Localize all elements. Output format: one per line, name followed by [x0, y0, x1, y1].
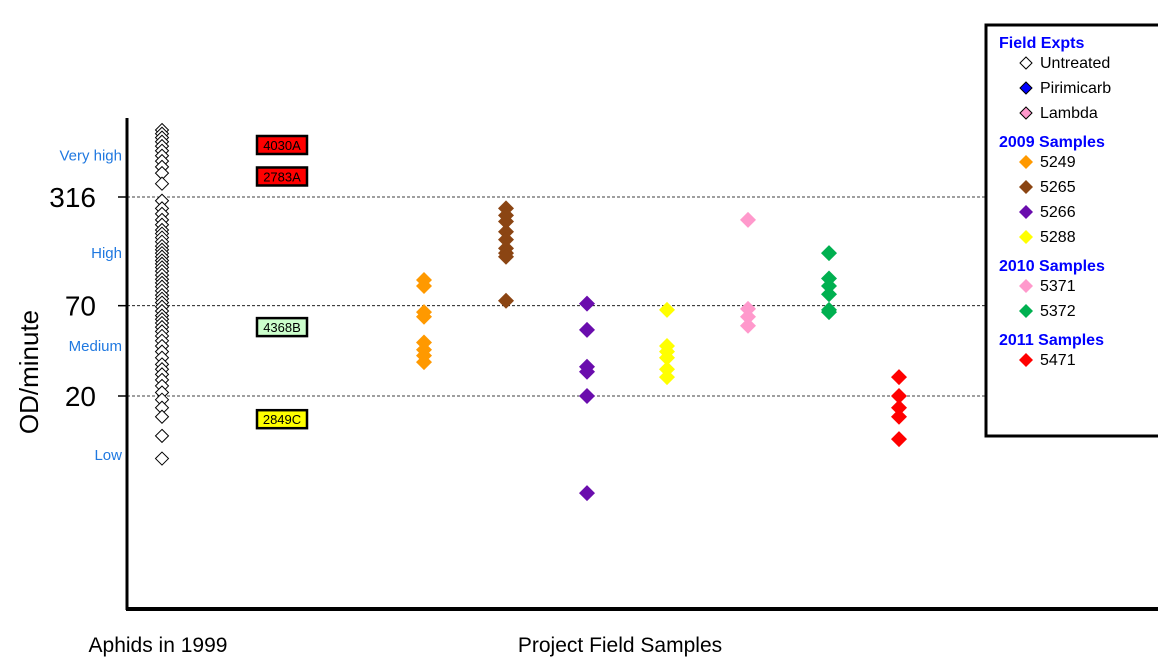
point-5265-2	[498, 213, 514, 230]
y-tick-label-20: 20	[65, 381, 96, 412]
y-axis-title: OD/minute	[14, 310, 44, 434]
clone-box-2783A	[255, 166, 309, 187]
legend-section-title-0: Field Expts	[999, 35, 1084, 52]
point-5371-2	[740, 308, 756, 325]
point-5265-4	[498, 231, 514, 248]
point-5471-0	[891, 369, 907, 386]
legend-box	[984, 23, 1158, 438]
y-tick-label-316: 316	[49, 182, 96, 213]
legend-label-5265: 5265	[1040, 179, 1076, 196]
legend-marker-5249	[1019, 155, 1033, 169]
point-5288-0	[659, 301, 675, 318]
axes	[118, 118, 1158, 611]
point-5249-3	[416, 308, 432, 325]
y-tick-label-70: 70	[65, 291, 96, 322]
clone-label-2849C: 2849C	[263, 412, 301, 427]
point-5266-0	[579, 295, 595, 312]
point-5266-4	[579, 388, 595, 404]
reference-clones: 4030A 2783A 4368B 2849C	[255, 134, 309, 430]
point-untreated-10	[154, 176, 170, 191]
legend-marker-5371	[1019, 279, 1033, 293]
legend: Field Expts Untreated Pirimicarb Lambda 2009…	[984, 23, 1158, 438]
point-5265-7	[498, 248, 514, 265]
legend-label-untreated: Untreated	[1040, 55, 1110, 72]
legend-marker-untreated	[1019, 56, 1033, 70]
level-label-high: High	[91, 245, 122, 262]
clone-box-4368B	[255, 316, 309, 338]
point-5266-5	[579, 485, 595, 502]
legend-section-title-2: 2010 Samples	[999, 258, 1105, 275]
clone-label-4030A: 4030A	[263, 138, 301, 153]
point-5471-2	[891, 399, 907, 416]
legend-label-5249: 5249	[1040, 154, 1076, 171]
point-untreated-56	[154, 409, 170, 424]
legend-label-5266: 5266	[1040, 204, 1076, 221]
legend-section-title-3: 2011 Samples	[999, 332, 1104, 349]
level-label-very-high: Very high	[59, 148, 122, 165]
point-5371-0	[740, 211, 756, 228]
point-5372-3	[821, 286, 837, 303]
clone-label-4368B: 4368B	[263, 320, 301, 335]
legend-marker-pirimicarb	[1019, 81, 1033, 95]
axis-labels: 20 70 316 OD/minute Very high High Medium Low Ap…	[14, 148, 722, 657]
point-5288-5	[659, 369, 675, 386]
point-5471-1	[891, 388, 907, 404]
legend-marker-lambda	[1019, 106, 1033, 120]
legend-label-pirimicarb: Pirimicarb	[1040, 80, 1111, 97]
legend-label-5371: 5371	[1040, 278, 1076, 295]
point-5249-7	[416, 354, 432, 371]
point-5471-4	[891, 431, 907, 448]
legend-label-lambda: Lambda	[1040, 105, 1098, 122]
clone-box-4030A	[255, 134, 309, 156]
legend-marker-5265	[1019, 180, 1033, 194]
clone-label-2783A: 2783A	[263, 169, 301, 184]
legend-marker-5266	[1019, 205, 1033, 219]
point-5265-8	[498, 292, 514, 309]
point-5249-1	[416, 277, 432, 294]
legend-marker-5471	[1019, 353, 1033, 367]
legend-section-title-1: 2009 Samples	[999, 134, 1105, 151]
legend-marker-5288	[1019, 230, 1033, 244]
clone-box-2849C	[255, 408, 309, 430]
point-untreated-57	[154, 428, 170, 444]
legend-marker-5372	[1019, 304, 1033, 318]
gridlines	[127, 196, 985, 397]
point-5372-2	[821, 277, 837, 294]
legend-label-5372: 5372	[1040, 303, 1076, 320]
group-label-field: Project Field Samples	[518, 634, 722, 657]
point-5471-3	[891, 408, 907, 425]
point-5266-3	[579, 363, 595, 380]
group-label-1999: Aphids in 1999	[89, 634, 228, 657]
point-5372-0	[821, 245, 837, 262]
point-5372-5	[821, 304, 837, 321]
legend-label-5288: 5288	[1040, 229, 1076, 246]
data-points	[154, 122, 907, 502]
point-5371-3	[740, 317, 756, 334]
point-5288-3	[659, 349, 675, 366]
legend-label-5471: 5471	[1040, 352, 1076, 369]
point-5266-1	[579, 321, 595, 338]
level-label-low: Low	[94, 447, 122, 464]
level-label-medium: Medium	[69, 338, 122, 355]
point-untreated-58	[154, 451, 170, 466]
